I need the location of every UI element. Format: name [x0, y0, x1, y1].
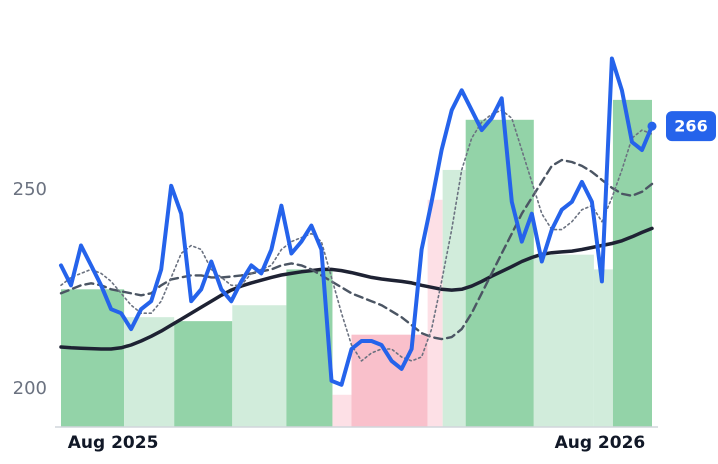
regime-band	[593, 269, 613, 427]
y-tick-label: 200	[13, 378, 47, 399]
series-line	[60, 109, 653, 362]
y-tick-label: 250	[13, 179, 47, 200]
bands	[61, 99, 652, 428]
series-line	[59, 56, 654, 387]
series-line	[59, 158, 654, 341]
last-value-label: 266	[674, 117, 707, 136]
series-line	[59, 226, 654, 351]
regime-band	[533, 254, 594, 427]
lines	[59, 56, 654, 387]
last-point	[647, 121, 657, 131]
regime-band	[351, 334, 428, 427]
regime-band	[174, 321, 233, 427]
regime-band	[332, 394, 352, 427]
regime-band	[124, 317, 175, 427]
last-value-badge	[666, 111, 716, 142]
x-tick-label: Aug 2025	[68, 433, 159, 453]
x-tick-label: Aug 2026	[555, 433, 646, 453]
regime-band	[442, 169, 466, 428]
regime-band	[612, 99, 652, 427]
regime-band	[232, 305, 287, 427]
regime-band	[427, 199, 443, 427]
